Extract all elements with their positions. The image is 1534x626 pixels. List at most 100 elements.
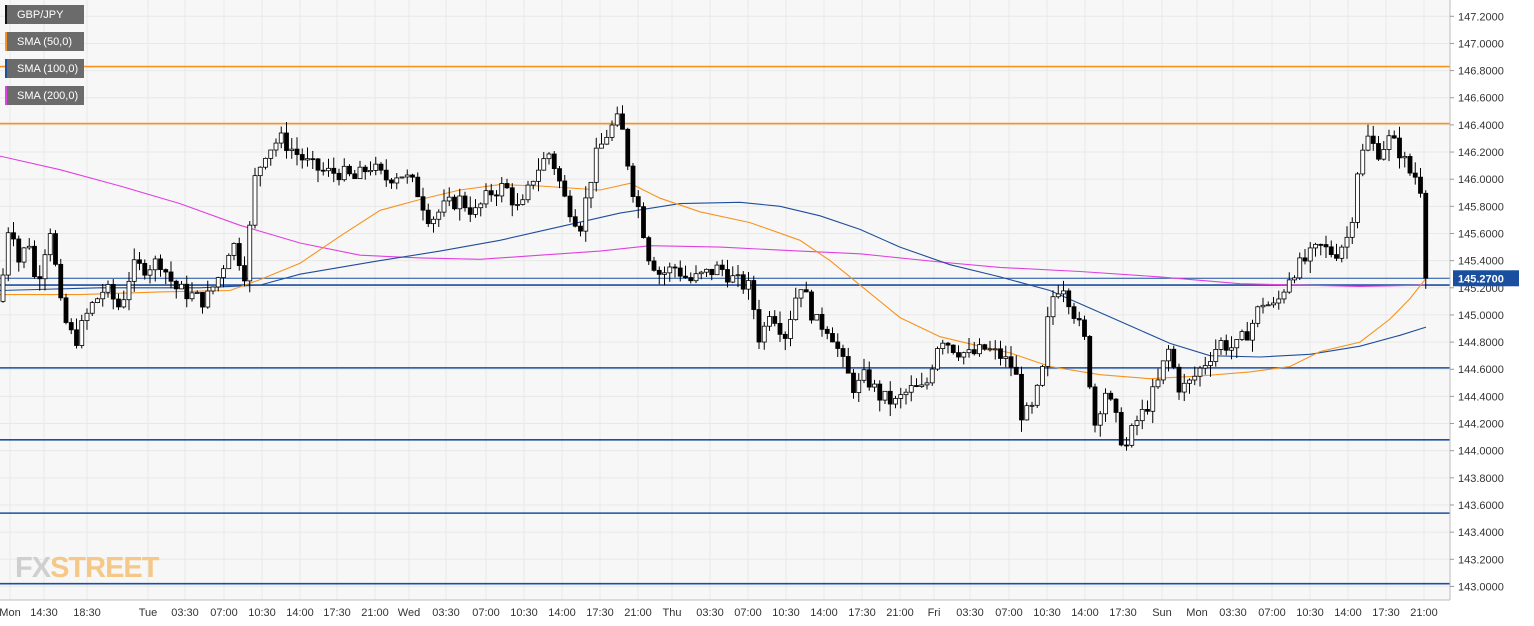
sma100-line [0,201,1427,358]
candle-body [252,175,258,226]
price-tick-label: 145.6000 [1458,228,1504,240]
candle [1265,301,1271,307]
candle [1019,366,1024,432]
candle [662,266,667,286]
price-tick-label: 143.0000 [1458,581,1504,593]
candle [903,388,909,405]
candle-body [929,368,935,384]
candle [483,183,489,209]
candle [940,339,946,355]
candle-body [215,277,221,288]
candle-body [709,268,715,276]
candle-body [641,206,646,239]
candle [961,351,967,365]
candle [116,293,121,311]
candle-body [651,260,657,271]
candle-body [221,268,226,278]
candle [861,358,867,384]
legend-item-sma100[interactable]: SMA (100,0) [5,59,85,78]
candle-body [945,342,951,346]
candle [1108,390,1114,401]
candle [173,279,179,299]
candle [257,166,263,187]
candle [1407,153,1413,176]
candle [509,183,515,217]
candle [1113,398,1119,423]
candle [268,149,274,166]
candle-body [1171,348,1177,368]
candle [1344,226,1350,259]
candle [1139,399,1145,430]
candle [1097,411,1103,437]
candle-body [1092,386,1098,426]
candle-body [1397,137,1402,159]
candle-body [189,292,195,300]
candle-body [835,341,841,349]
candle-body [1213,349,1219,362]
candle [179,281,184,290]
candle-body [977,344,982,355]
candle [851,369,856,399]
candle [89,300,95,316]
candle-body [1276,298,1282,304]
candle-body [1281,291,1287,300]
time-tick-label: 17:30 [323,607,351,619]
candle-body [1082,319,1087,337]
candle [221,265,226,288]
candle-body [672,266,678,269]
legend-item-sma200[interactable]: SMA (200,0) [5,86,85,105]
candle-body [368,170,373,173]
candle-body [1223,340,1229,351]
candle-body [68,322,74,331]
candle [0,268,6,303]
candle-body [1376,143,1381,160]
candle [1124,437,1129,451]
candle-body [79,320,85,346]
candle [1208,351,1213,377]
candle [1066,288,1072,315]
candle-body [551,153,557,170]
legend-item-gbpjpy[interactable]: GBP/JPY [5,5,85,24]
time-tick-label: Mon [1186,607,1207,619]
candle [625,127,631,171]
candle-body [845,356,851,374]
time-tick-label: 10:30 [772,607,800,619]
candle [473,199,478,218]
candle-body [357,166,363,180]
candle-body [84,312,90,321]
candle [725,259,730,288]
candle [1234,339,1240,358]
candle-body [1076,318,1082,321]
candle-body [294,148,300,155]
candle [578,222,583,237]
candle [68,318,74,335]
candle [1118,407,1124,447]
candle-body [530,180,536,186]
time-tick-label: 10:30 [510,607,538,619]
candle [53,230,58,267]
candle-body [903,391,909,396]
candle-body [299,154,305,161]
candle-body [746,280,751,290]
candle [436,209,442,227]
candle-body [677,267,683,277]
candle-body [1328,246,1334,255]
candle [746,272,751,300]
candle-body [1071,306,1077,319]
price-tick-label: 143.2000 [1458,554,1504,566]
candle-body [257,166,263,177]
candle-body [137,259,142,264]
candle-body [231,243,237,256]
candle-body [1218,340,1224,350]
candle [877,380,883,412]
candle-body [971,349,977,355]
candle [236,237,242,271]
candle [1365,124,1371,152]
price-tick-label: 143.6000 [1458,500,1504,512]
candle-body [1297,257,1303,279]
candle [698,270,704,280]
legend-item-sma50[interactable]: SMA (50,0) [5,32,85,51]
candle [835,333,841,357]
candle-body [719,264,725,270]
candle-body [887,390,893,405]
